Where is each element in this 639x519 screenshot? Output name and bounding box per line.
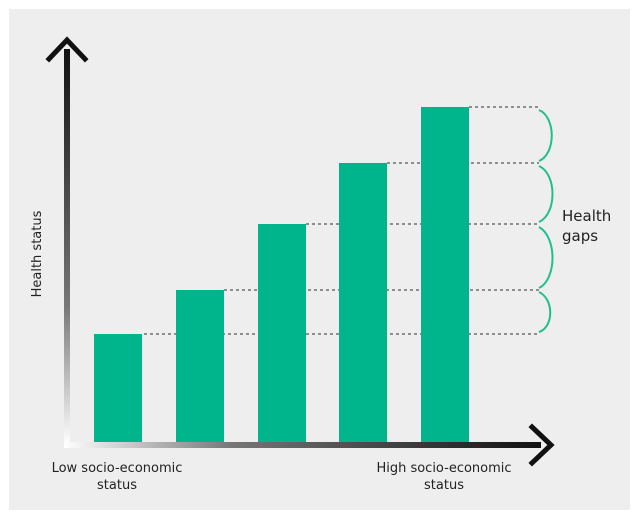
x-axis-high-label-line-2: status [424, 478, 464, 493]
bars [94, 107, 469, 442]
gap-brace-4 [538, 109, 553, 162]
gap-brace-2 [538, 226, 554, 289]
health-gaps-label: Health gaps [562, 206, 611, 246]
bar-1 [94, 334, 142, 442]
health-gaps-label-line-2: gaps [562, 227, 599, 245]
bar-4 [339, 163, 387, 442]
x-axis-low-label-line-1: Low socio-economic [51, 461, 183, 476]
y-axis-label: Health status [30, 210, 45, 297]
y-axis [45, 36, 89, 445]
x-axis-arrow-icon [528, 423, 555, 467]
bar-5 [421, 107, 469, 442]
diagram-panel: Health status Low socio-economic status [9, 9, 630, 510]
health-gradient-diagram: Health status [30, 36, 555, 467]
x-axis-line [64, 442, 541, 448]
x-axis-low-label: Low socio-economic status [37, 460, 197, 494]
y-axis-arrow-icon [45, 36, 89, 63]
gap-brace-1 [538, 291, 552, 333]
x-axis-high-label: High socio-economic status [364, 460, 524, 494]
bar-3 [258, 224, 306, 442]
gap-braces [538, 109, 554, 333]
x-axis-high-label-line-1: High socio-economic [376, 461, 512, 476]
bar-2 [176, 290, 224, 442]
x-axis [64, 423, 555, 467]
health-gaps-label-line-1: Health [562, 207, 612, 225]
x-axis-low-label-line-2: status [97, 478, 137, 493]
y-axis-line [64, 49, 70, 445]
gap-brace-3 [538, 165, 554, 223]
